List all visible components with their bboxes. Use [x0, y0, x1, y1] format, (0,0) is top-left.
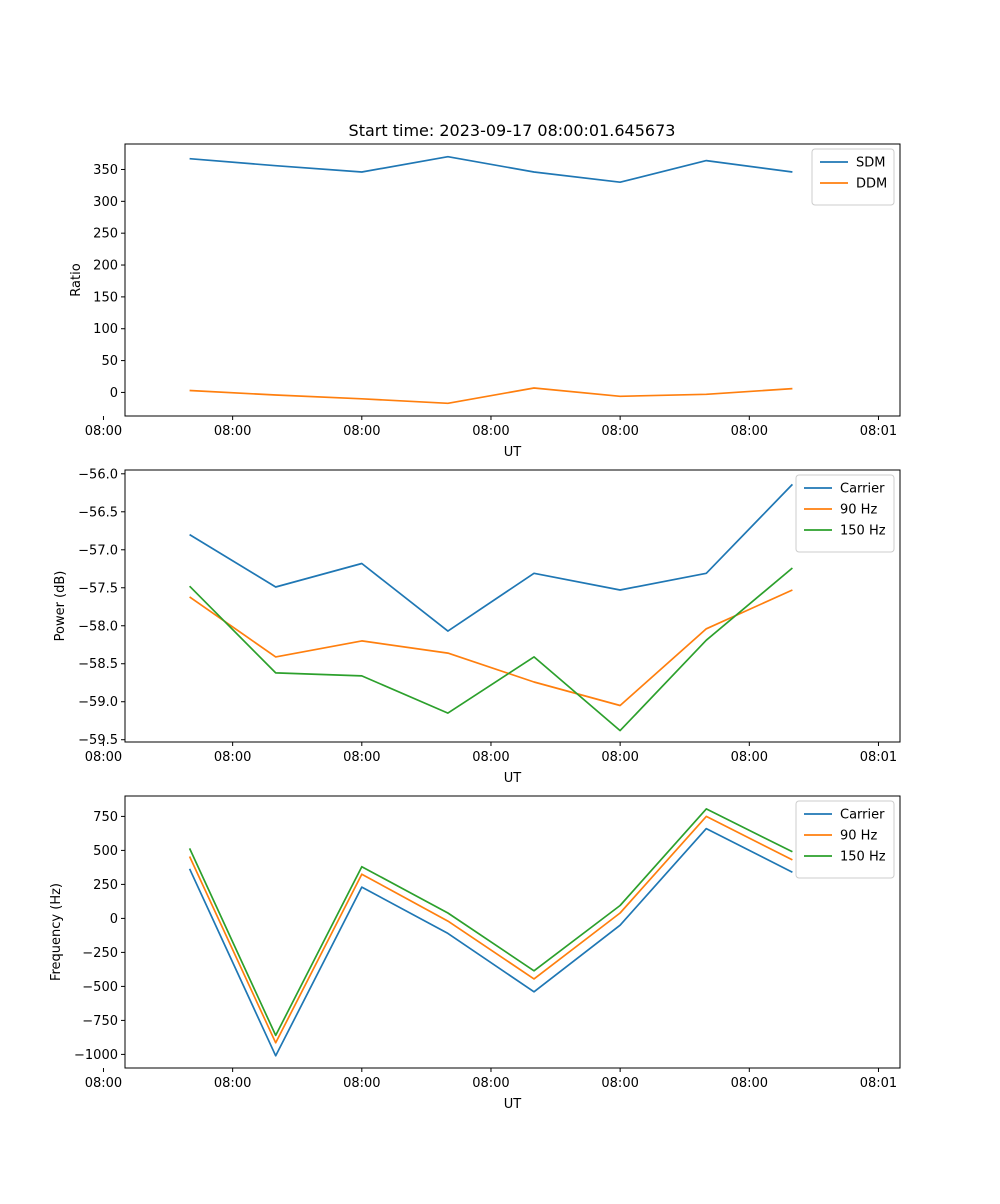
- ratio-x-tick-label: 08:00: [85, 424, 122, 439]
- power-legend-label-carrier: Carrier: [840, 482, 885, 497]
- power-x-tick-label: 08:00: [343, 750, 380, 765]
- ratio-x-tick-label: 08:00: [601, 424, 638, 439]
- frequency-x-tick-label: 08:00: [731, 1076, 768, 1091]
- power-y-tick-label: −57.0: [78, 543, 118, 558]
- power-axes-frame: [124, 469, 901, 743]
- frequency-panel: 08:00 08:00 08:00 08:00 08:00 08:00 08:01 −1000…: [49, 795, 901, 1112]
- ratio-y-tick-label: 100: [93, 322, 118, 337]
- frequency-axes-frame: [124, 795, 901, 1069]
- frequency-x-tick-label: 08:00: [472, 1076, 509, 1091]
- power-y-tick-label: −59.5: [78, 733, 118, 748]
- frequency-series-90-hz-line: [188, 815, 793, 1044]
- frequency-legend: [795, 800, 895, 879]
- ratio-x-tick-label: 08:00: [343, 424, 380, 439]
- power-legend: [795, 474, 895, 553]
- power-series-carrier-line: [189, 483, 794, 632]
- power-series-90-hz-line: [189, 589, 793, 707]
- power-y-axis-label: Power (dB): [53, 571, 68, 642]
- power-series-150-hz-line: [188, 567, 793, 732]
- frequency-series-carrier-line: [188, 827, 793, 1057]
- frequency-y-tick-label: −250: [82, 946, 118, 961]
- ratio-y-tick-label: 350: [93, 163, 118, 178]
- ratio-legend-label-sdm: SDM: [856, 156, 885, 171]
- frequency-legend-label-90-hz: 90 Hz: [840, 829, 877, 844]
- ratio-x-axis-label: UT: [504, 445, 522, 460]
- power-y-tick-label: −56.5: [78, 505, 118, 520]
- frequency-series-150-hz-line: [188, 808, 793, 1037]
- ratio-legend-label-ddm: DDM: [856, 177, 887, 192]
- ratio-y-tick-label: 50: [101, 354, 118, 369]
- frequency-x-tick-label: 08:01: [860, 1076, 897, 1091]
- power-legend-label-90-hz: 90 Hz: [840, 503, 877, 518]
- frequency-x-axis-label: UT: [504, 1097, 522, 1112]
- ratio-x-tick-label: 08:00: [472, 424, 509, 439]
- ratio-y-tick-label: 200: [93, 259, 118, 274]
- power-x-tick-label: 08:00: [85, 750, 122, 765]
- power-x-tick-label: 08:00: [601, 750, 638, 765]
- frequency-y-tick-label: −750: [82, 1014, 118, 1029]
- ratio-panel: 08:00 08:00 08:00 08:00 08:00 08:00 08:01 0 50 10…: [69, 143, 901, 460]
- frequency-x-tick-label: 08:00: [343, 1076, 380, 1091]
- frequency-legend-label-carrier: Carrier: [840, 808, 885, 823]
- frequency-y-axis-label: Frequency (Hz): [49, 883, 64, 981]
- power-x-tick-label: 08:00: [214, 750, 251, 765]
- ratio-x-tick-label: 08:00: [731, 424, 768, 439]
- frequency-x-tick-label: 08:00: [601, 1076, 638, 1091]
- power-legend-label-150-hz: 150 Hz: [840, 524, 886, 539]
- ratio-axes-frame: [124, 143, 901, 417]
- ratio-y-tick-label: 0: [110, 386, 118, 401]
- power-y-tick-label: −58.5: [78, 657, 118, 672]
- frequency-legend-label-150-hz: 150 Hz: [840, 850, 886, 865]
- power-y-tick-label: −59.0: [78, 695, 118, 710]
- power-x-tick-label: 08:00: [731, 750, 768, 765]
- frequency-y-tick-label: −500: [82, 980, 118, 995]
- frequency-y-tick-label: −1000: [74, 1048, 118, 1063]
- ratio-legend: [811, 148, 895, 206]
- figure-title: Start time: 2023-09-17 08:00:01.645673: [349, 121, 676, 140]
- frequency-x-tick-label: 08:00: [214, 1076, 251, 1091]
- frequency-y-tick-label: 250: [93, 878, 118, 893]
- ratio-y-tick-label: 300: [93, 195, 118, 210]
- ratio-y-axis-label: Ratio: [69, 263, 84, 296]
- power-y-tick-label: −57.5: [78, 581, 118, 596]
- ratio-y-tick-label: 250: [93, 227, 118, 242]
- power-y-tick-label: −56.0: [78, 467, 118, 482]
- ratio-series-ddm-line: [189, 387, 793, 405]
- frequency-y-tick-label: 500: [93, 844, 118, 859]
- ratio-y-tick-label: 150: [93, 290, 118, 305]
- frequency-y-tick-label: 750: [93, 810, 118, 825]
- power-panel: 08:00 08:00 08:00 08:00 08:00 08:00 08:01 −59.5…: [53, 467, 901, 786]
- power-y-tick-label: −58.0: [78, 619, 118, 634]
- power-x-tick-label: 08:01: [860, 750, 897, 765]
- ratio-series-sdm-line: [189, 155, 793, 184]
- power-x-axis-label: UT: [504, 771, 522, 786]
- ratio-x-tick-label: 08:00: [214, 424, 251, 439]
- frequency-y-tick-label: 0: [110, 912, 118, 927]
- frequency-x-tick-label: 08:00: [85, 1076, 122, 1091]
- power-x-tick-label: 08:00: [472, 750, 509, 765]
- ratio-x-tick-label: 08:01: [860, 424, 897, 439]
